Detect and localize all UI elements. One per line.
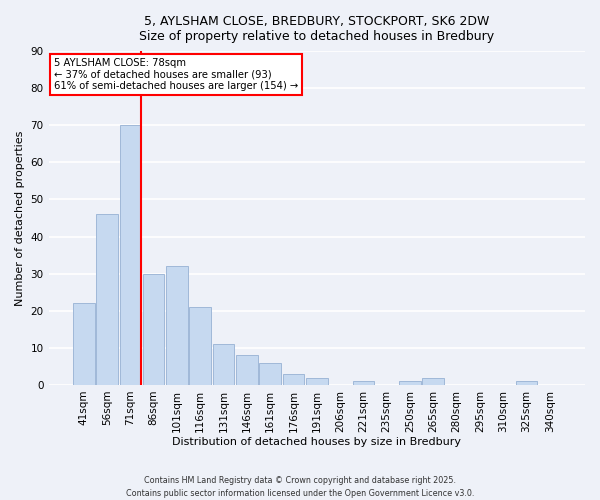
Bar: [399, 381, 421, 385]
Bar: [143, 274, 164, 385]
Bar: [96, 214, 118, 385]
Bar: [422, 378, 444, 385]
Bar: [236, 356, 258, 385]
Bar: [283, 374, 304, 385]
Title: 5, AYLSHAM CLOSE, BREDBURY, STOCKPORT, SK6 2DW
Size of property relative to deta: 5, AYLSHAM CLOSE, BREDBURY, STOCKPORT, S…: [139, 15, 494, 43]
Bar: [306, 378, 328, 385]
Bar: [73, 304, 95, 385]
Bar: [353, 381, 374, 385]
Text: 5 AYLSHAM CLOSE: 78sqm
← 37% of detached houses are smaller (93)
61% of semi-det: 5 AYLSHAM CLOSE: 78sqm ← 37% of detached…: [54, 58, 298, 91]
Bar: [515, 381, 538, 385]
Bar: [213, 344, 235, 385]
Bar: [190, 307, 211, 385]
Bar: [259, 362, 281, 385]
Text: Contains HM Land Registry data © Crown copyright and database right 2025.
Contai: Contains HM Land Registry data © Crown c…: [126, 476, 474, 498]
X-axis label: Distribution of detached houses by size in Bredbury: Distribution of detached houses by size …: [172, 438, 461, 448]
Bar: [166, 266, 188, 385]
Bar: [119, 126, 141, 385]
Y-axis label: Number of detached properties: Number of detached properties: [15, 130, 25, 306]
